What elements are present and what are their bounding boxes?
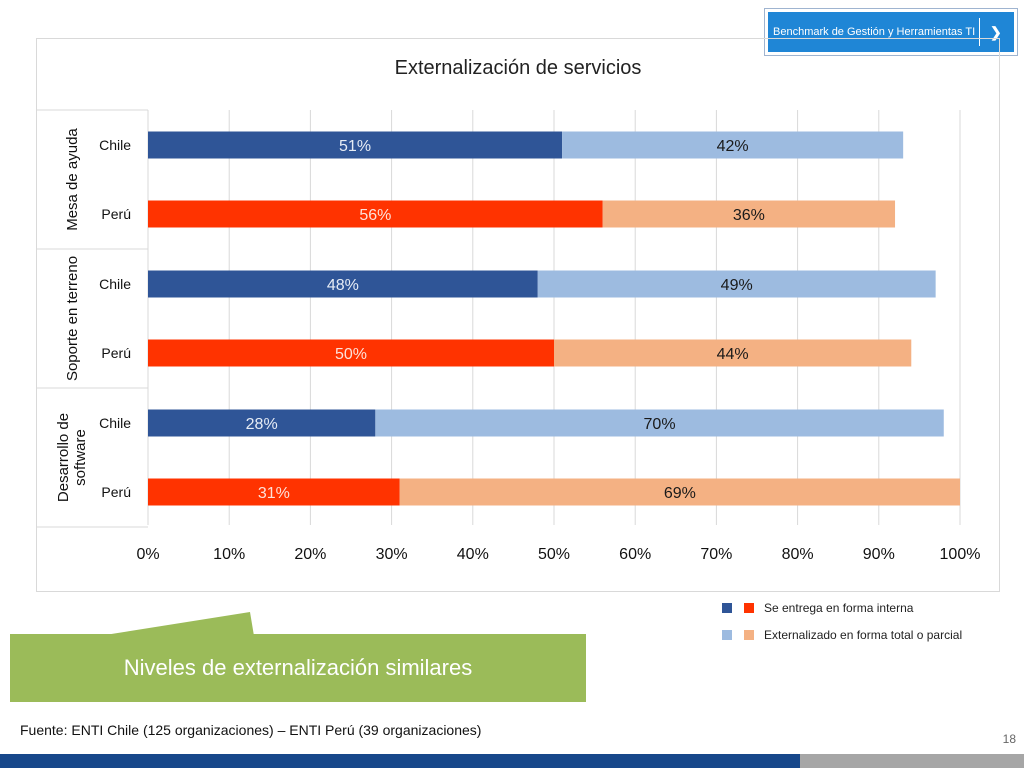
country-label: Chile bbox=[99, 137, 131, 153]
data-label-interna: 28% bbox=[246, 416, 278, 433]
x-tick-label: 50% bbox=[538, 546, 570, 563]
source-note: Fuente: ENTI Chile (125 organizaciones) … bbox=[20, 722, 482, 738]
x-tick-label: 90% bbox=[863, 546, 895, 563]
callout: Niveles de externalización similares bbox=[10, 612, 586, 702]
bar-externalizado bbox=[375, 409, 944, 437]
bar-interna bbox=[148, 131, 563, 159]
data-label-externalizado: 69% bbox=[664, 485, 696, 502]
country-label: Perú bbox=[101, 484, 131, 500]
category-group-label: Mesa de ayuda bbox=[64, 128, 81, 231]
data-label-interna: 50% bbox=[335, 346, 367, 363]
bar-externalizado bbox=[602, 200, 896, 228]
footer-bar bbox=[0, 754, 800, 768]
callout-text: Niveles de externalización similares bbox=[123, 655, 473, 680]
chevron-right-icon[interactable]: ❯ bbox=[990, 24, 1002, 40]
bar-externalizado bbox=[399, 478, 961, 506]
data-label-externalizado: 44% bbox=[717, 346, 749, 363]
chart: Externalización de servicios 0% 10% 20% 30% 4… bbox=[37, 57, 981, 563]
data-label-interna: 51% bbox=[339, 138, 371, 155]
category-group-label: Desarrollo desoftware bbox=[55, 413, 89, 502]
x-tick-label: 100% bbox=[940, 546, 981, 563]
callout-pointer bbox=[105, 612, 254, 636]
legend-swatch-peru-externalizado bbox=[744, 630, 754, 640]
x-tick-label: 60% bbox=[619, 546, 651, 563]
footer-bar-gray bbox=[800, 754, 1024, 768]
data-label-externalizado: 42% bbox=[717, 138, 749, 155]
data-label-externalizado: 36% bbox=[733, 207, 765, 224]
data-label-externalizado: 49% bbox=[721, 277, 753, 294]
category-group-label: Soporte en terreno bbox=[64, 256, 81, 381]
category-group-label-line: software bbox=[72, 429, 89, 486]
bar-externalizado bbox=[554, 339, 912, 367]
legend-swatch-chile-interna bbox=[722, 603, 732, 613]
bar-externalizado bbox=[537, 270, 936, 298]
chart-frame bbox=[36, 38, 1000, 592]
legend-swatch-chile-externalizado bbox=[722, 630, 732, 640]
badge-background: Benchmark de Gestión y Herramientas TI ❯ bbox=[768, 12, 1014, 52]
bar-interna bbox=[148, 409, 376, 437]
x-tick-label: 30% bbox=[376, 546, 408, 563]
badge-label: Benchmark de Gestión y Herramientas TI bbox=[773, 26, 976, 38]
x-tick-label: 40% bbox=[457, 546, 489, 563]
country-label: Perú bbox=[101, 206, 131, 222]
bar-interna bbox=[148, 339, 554, 367]
benchmark-badge[interactable]: Benchmark de Gestión y Herramientas TI ❯ bbox=[764, 8, 1018, 56]
page-number: 18 bbox=[1002, 732, 1016, 746]
country-label: Chile bbox=[99, 415, 131, 431]
badge-divider bbox=[979, 18, 980, 46]
country-label: Perú bbox=[101, 345, 131, 361]
x-tick-label: 80% bbox=[782, 546, 814, 563]
bar-interna bbox=[148, 200, 603, 228]
legend-swatch-peru-interna bbox=[744, 603, 754, 613]
x-tick-label: 10% bbox=[213, 546, 245, 563]
x-tick-label: 20% bbox=[294, 546, 326, 563]
country-label: Chile bbox=[99, 276, 131, 292]
data-label-externalizado: 70% bbox=[644, 416, 676, 433]
legend-label-externalizado: Externalizado en forma total o parcial bbox=[764, 628, 963, 642]
bar-interna bbox=[148, 270, 538, 298]
data-label-interna: 48% bbox=[327, 277, 359, 294]
x-tick-label: 70% bbox=[700, 546, 732, 563]
data-label-interna: 31% bbox=[258, 485, 290, 502]
bar-interna bbox=[148, 478, 400, 506]
callout-box bbox=[10, 634, 586, 702]
chart-title: Externalización de servicios bbox=[395, 57, 642, 79]
data-label-interna: 56% bbox=[359, 207, 391, 224]
category-group-label-line: Desarrollo de bbox=[55, 413, 72, 502]
legend-label-interna: Se entrega en forma interna bbox=[764, 601, 914, 615]
bar-externalizado bbox=[562, 131, 904, 159]
x-tick-label: 0% bbox=[136, 546, 159, 563]
